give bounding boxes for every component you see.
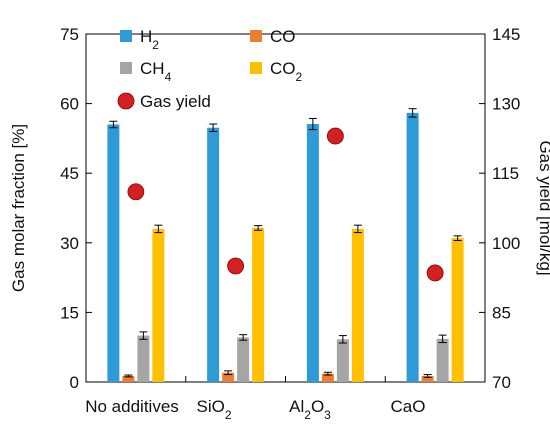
left-axis-title: Gas molar fraction [%] — [9, 124, 28, 292]
bar-ch4 — [436, 338, 449, 382]
legend-label: CO2 — [270, 59, 303, 84]
legend: H2 CO CH4 CO2 Gas yield — [117, 27, 303, 111]
bar-h2 — [207, 127, 220, 382]
plot-frame — [85, 33, 486, 383]
legend-label: Gas yield — [140, 92, 211, 111]
left-tick-label: 0 — [70, 373, 79, 392]
left-tick-label: 60 — [60, 95, 79, 114]
gas-yield-point — [227, 257, 245, 275]
gas-yield-point — [426, 264, 444, 282]
right-axis-title: Gas yield [mol/kg] — [536, 140, 550, 275]
gas-yield-points — [127, 127, 444, 282]
bar-co — [421, 375, 434, 382]
left-tick-label: 75 — [60, 25, 79, 44]
category-label: No additives — [85, 397, 179, 416]
bar-co2 — [152, 228, 165, 382]
legend-swatch — [120, 30, 132, 42]
right-tick-label: 85 — [492, 303, 511, 322]
bar-co2 — [451, 238, 464, 382]
bar-h2 — [107, 124, 120, 382]
bar-co — [321, 373, 334, 382]
bar-co — [222, 372, 235, 382]
bar-co2 — [351, 228, 364, 382]
axes: 0 15 30 45 60 75 70 85 100 115 130 145 — [60, 25, 520, 392]
category-label: SiO2 — [196, 397, 231, 422]
bar-ch4 — [336, 339, 349, 382]
legend-marker — [117, 92, 135, 110]
bar-h2 — [306, 124, 319, 383]
left-tick-label: 45 — [60, 164, 79, 183]
bar-co — [122, 375, 135, 382]
bar-ch4 — [237, 337, 250, 382]
bar-h2 — [406, 112, 419, 382]
bar-co2 — [252, 227, 265, 382]
gas-yield-point — [127, 183, 145, 201]
bars — [107, 108, 464, 383]
legend-swatch — [120, 62, 132, 74]
legend-swatch — [250, 30, 262, 42]
category-label: Al2O3 — [289, 397, 331, 422]
right-tick-label: 130 — [492, 95, 520, 114]
left-tick-label: 15 — [60, 303, 79, 322]
right-tick-label: 145 — [492, 25, 520, 44]
left-tick-label: 30 — [60, 234, 79, 253]
right-tick-label: 115 — [492, 164, 519, 183]
bar-ch4 — [137, 335, 150, 382]
category-label: CaO — [391, 397, 426, 416]
right-tick-label: 100 — [492, 234, 520, 253]
right-tick-label: 70 — [492, 373, 511, 392]
legend-label: H2 — [140, 27, 159, 52]
axis-labels: No additives SiO2 Al2O3 CaO Gas molar fracti… — [9, 124, 550, 422]
gas-yield-point — [326, 127, 344, 145]
legend-swatch — [250, 62, 262, 74]
legend-label: CH4 — [140, 59, 172, 84]
legend-label: CO — [270, 27, 296, 46]
